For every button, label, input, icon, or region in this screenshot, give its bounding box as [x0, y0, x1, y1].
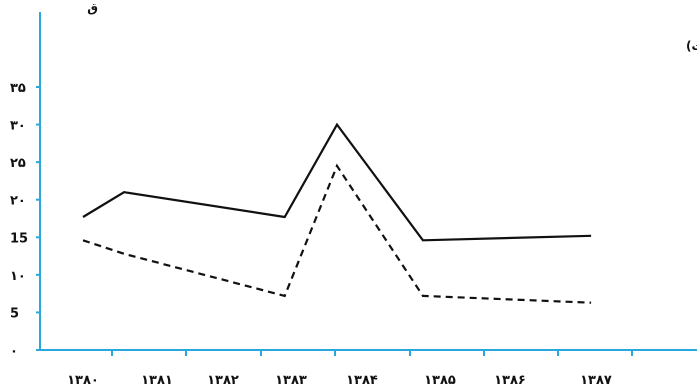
- x-tick-label: ۱۳۸۱: [141, 373, 173, 388]
- series-solid-line: [82, 122, 592, 242]
- x-tick-label: ۱۳۸۳: [275, 373, 307, 388]
- top-fragment: ق: [87, 1, 98, 15]
- y-tick-label: ۳۰: [10, 119, 26, 134]
- x-tick-label: ۱۳۸۴: [346, 373, 378, 388]
- y-tick-label: 5: [10, 306, 19, 321]
- x-axis-ticks: ۱۳۸۰ ۱۳۸۱ ۱۳۸۲ ۱۳۸۳ ۱۳۸۴ ۱۳۸۵ ۱۳۸۶ ۱۳۸۷: [67, 350, 633, 388]
- x-tick-label: ۱۳۸۷: [580, 373, 612, 388]
- y-tick-label: ۲۰: [10, 194, 26, 209]
- y-tick-label: ۱۰: [10, 269, 26, 284]
- series-dashed-line: [82, 163, 592, 304]
- chart-note: تا ۸۷ (به قیمت ثابت): [686, 39, 697, 53]
- axes: [39, 12, 697, 351]
- y-tick-label: ۰: [10, 344, 18, 359]
- y-tick-label: ۳۵: [10, 81, 26, 96]
- x-tick-label: ۱۳۸۶: [494, 373, 526, 388]
- x-tick-label: ۱۳۸۰: [67, 373, 99, 388]
- y-tick-label: ۲۵: [10, 156, 26, 171]
- x-tick-label: ۱۳۸۵: [424, 373, 456, 388]
- y-axis-ticks: ۰ 5 ۱۰ 15 ۲۰ ۲۵ ۳۰ ۳۵: [10, 81, 40, 359]
- x-tick-label: ۱۳۸۲: [207, 373, 239, 388]
- y-tick-label: 15: [10, 231, 28, 246]
- series-group: [82, 122, 592, 304]
